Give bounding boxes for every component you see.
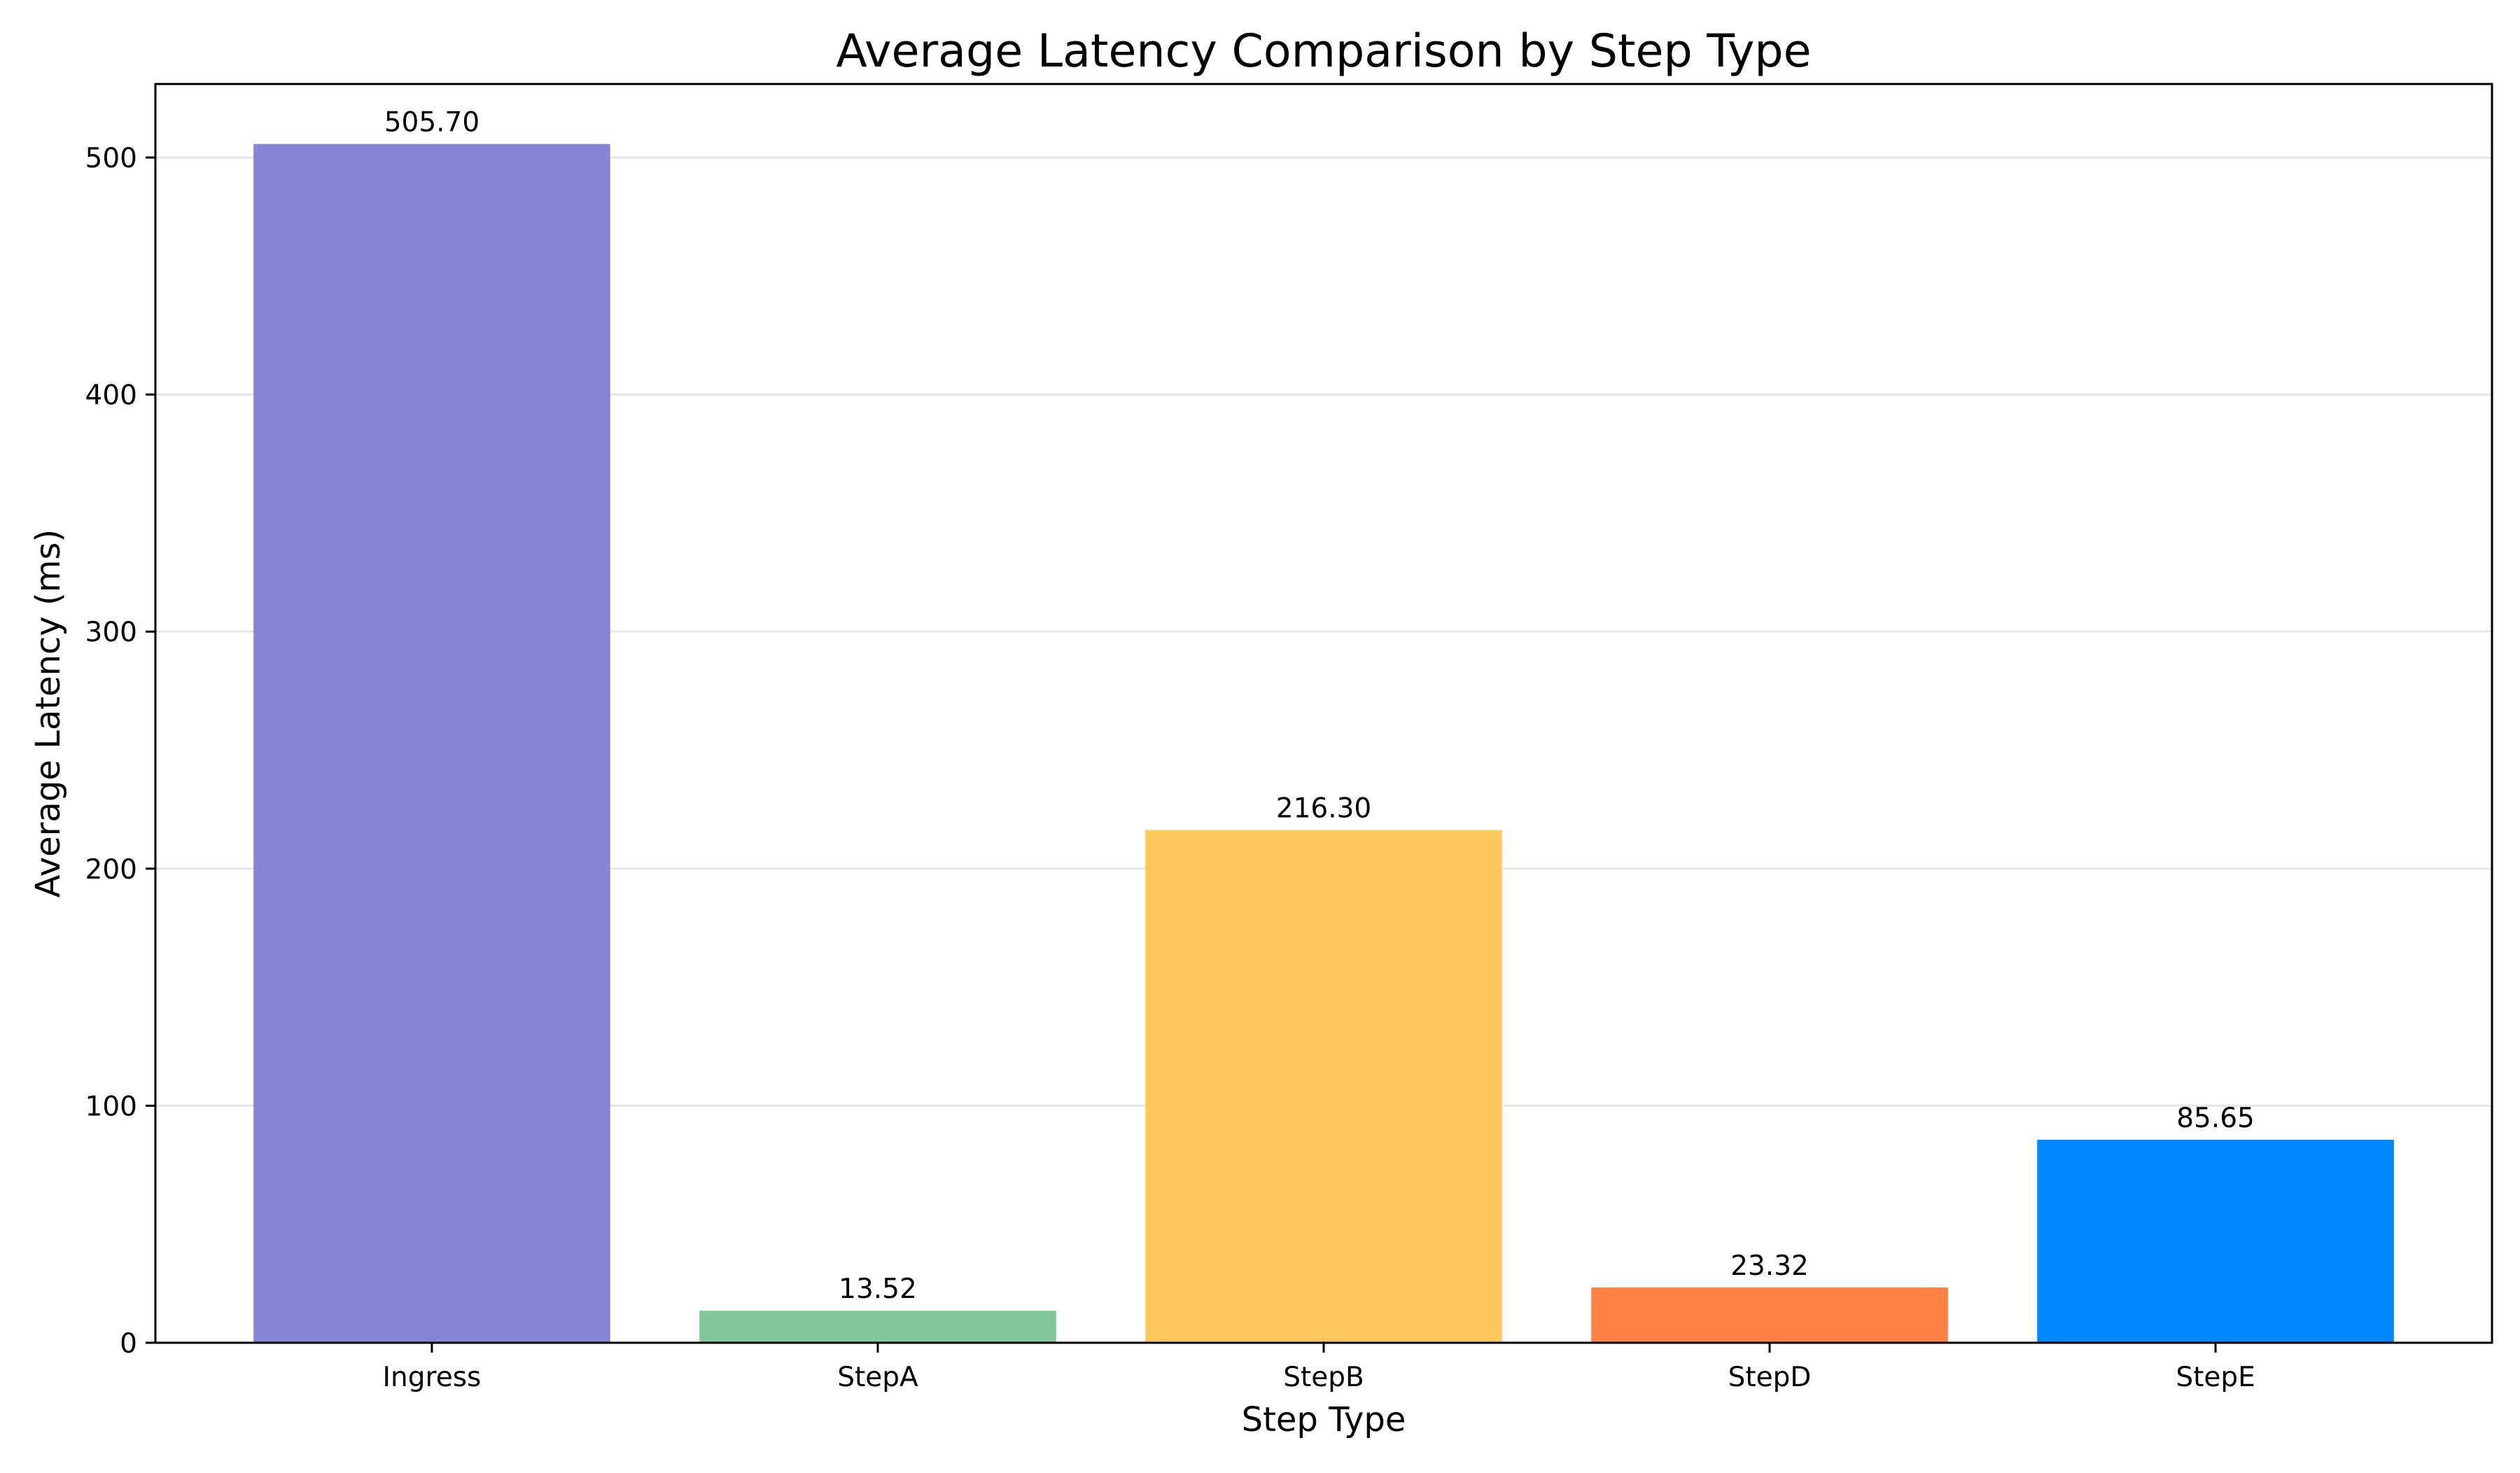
y-tick-label: 500 [85,143,137,174]
bar [2037,1139,2394,1343]
y-tick-label: 400 [85,380,137,412]
bar [1145,830,1502,1343]
chart-title: Average Latency Comparison by Step Type [836,25,1811,78]
y-tick-label: 300 [85,617,137,648]
bar-value-label: 85.65 [2176,1103,2255,1134]
y-axis-label: Average Latency (ms) [29,529,68,898]
x-axis-ticks: Ingress StepA StepB StepD StepE [383,1343,2255,1393]
y-tick-label: 200 [85,854,137,886]
bar-value-label: 216.30 [1276,793,1371,825]
value-labels: 505.70 13.52 216.30 23.32 85.65 [384,107,2255,1306]
bar-value-label: 505.70 [384,107,479,139]
y-axis-ticks: 0 100 200 300 400 500 [85,143,155,1360]
x-axis-label: Step Type [1242,1400,1406,1439]
x-tick-label: StepD [1728,1362,1812,1393]
bar [699,1311,1056,1343]
x-tick-label: StepB [1283,1362,1364,1393]
x-tick-label: StepE [2176,1362,2255,1393]
bar-value-label: 13.52 [839,1273,917,1305]
bar [253,144,610,1343]
bar [1591,1287,1948,1343]
x-tick-label: Ingress [383,1362,482,1393]
y-tick-label: 0 [120,1328,137,1360]
bar-value-label: 23.32 [1730,1250,1809,1282]
x-tick-label: StepA [837,1362,918,1393]
bars [253,144,2394,1343]
y-tick-label: 100 [85,1091,137,1122]
